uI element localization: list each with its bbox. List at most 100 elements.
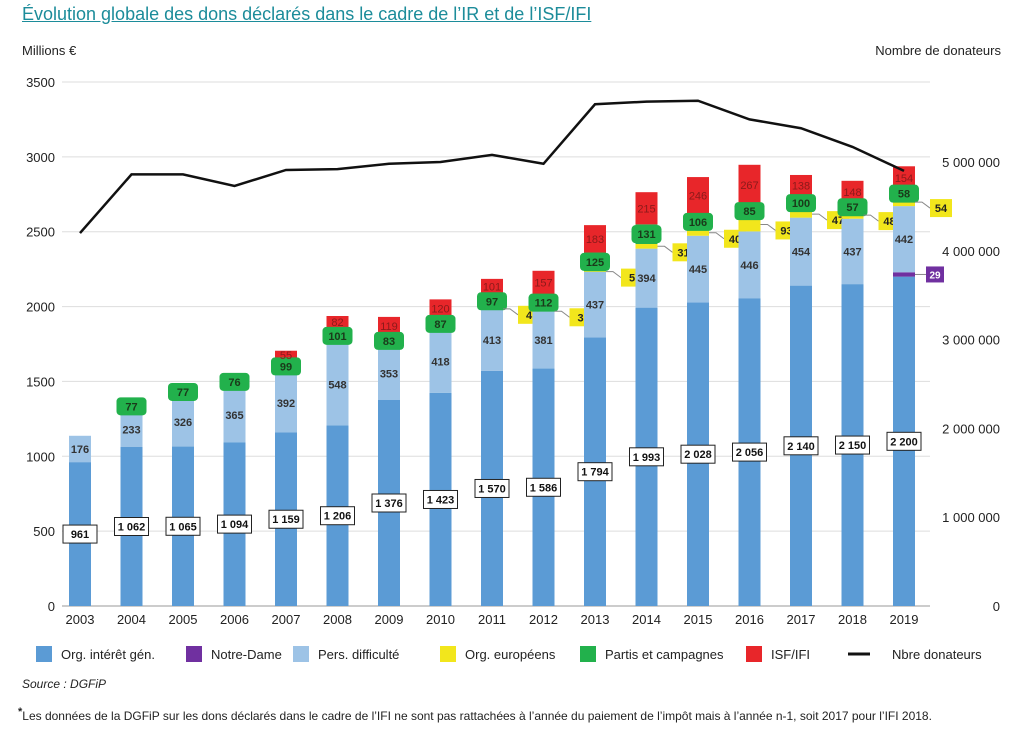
data-label: 326 xyxy=(174,417,192,429)
data-label: 125 xyxy=(586,257,604,269)
data-label-box xyxy=(271,357,301,376)
legend-label: ISF/IFI xyxy=(771,647,810,662)
y2-tick-label: 2 000 000 xyxy=(942,421,1000,436)
x-tick-label: 2003 xyxy=(66,612,95,627)
data-label-box xyxy=(680,444,716,464)
bar-segment xyxy=(738,217,761,232)
data-label: 176 xyxy=(71,444,89,456)
data-label: 76 xyxy=(228,377,240,389)
data-label: 85 xyxy=(743,206,755,218)
data-label-box xyxy=(268,509,304,529)
legend-label: Partis et campagnes xyxy=(605,647,724,662)
legend-label: Nbre donateurs xyxy=(892,647,982,662)
data-label: 101 xyxy=(483,281,501,293)
data-label-box xyxy=(474,478,510,498)
data-label-box xyxy=(425,314,456,333)
data-label: 1 993 xyxy=(633,452,661,464)
label-connector xyxy=(606,271,622,279)
bar-segment xyxy=(893,206,915,273)
y-tick-label: 3500 xyxy=(26,75,55,90)
data-label-box xyxy=(683,212,713,231)
bar-segment xyxy=(584,271,606,338)
legend-swatch xyxy=(580,646,596,662)
data-label: 394 xyxy=(637,273,656,285)
data-label: 215 xyxy=(637,203,655,215)
label-connector xyxy=(657,245,673,253)
data-label: 2 200 xyxy=(890,436,918,448)
y2-tick-label: 5 000 000 xyxy=(942,155,1000,170)
data-label: 120 xyxy=(431,303,449,315)
data-label-box xyxy=(114,517,149,537)
data-label: 154 xyxy=(895,173,913,185)
x-tick-label: 2004 xyxy=(117,612,146,627)
data-label: 961 xyxy=(71,529,89,541)
bar-segment xyxy=(275,373,297,433)
data-label-box xyxy=(423,489,458,509)
data-label: 138 xyxy=(792,180,810,192)
data-label: 445 xyxy=(689,264,707,276)
source-note: Source : DGFiP xyxy=(22,677,107,691)
data-label-box xyxy=(165,516,201,536)
data-label: 1 794 xyxy=(581,467,609,479)
bar-segment xyxy=(841,180,864,203)
data-label: 87 xyxy=(434,319,446,331)
x-tick-label: 2016 xyxy=(735,612,764,627)
footnote: *Les données de la DGFiP sur les dons dé… xyxy=(18,706,932,723)
bar-segment xyxy=(635,243,658,249)
y-axis-label: Millions € xyxy=(22,43,77,58)
data-label: 97 xyxy=(486,296,498,308)
data-label: 1 376 xyxy=(375,498,403,510)
data-label: 4 xyxy=(526,310,533,322)
data-label: 106 xyxy=(689,217,707,229)
data-label: 47 xyxy=(832,215,844,227)
bar-segment xyxy=(120,412,143,448)
data-label: 1 094 xyxy=(221,519,249,531)
data-label: 101 xyxy=(328,331,346,343)
data-label: 57 xyxy=(846,202,858,214)
data-label-box xyxy=(374,331,404,350)
bar-segment xyxy=(481,309,503,371)
data-label: 55 xyxy=(280,350,292,362)
data-label-box xyxy=(62,524,98,544)
x-tick-label: 2017 xyxy=(787,612,816,627)
data-label: 2 140 xyxy=(787,441,815,453)
data-label: 48 xyxy=(883,216,895,228)
bar-segment xyxy=(326,343,349,426)
data-label: 99 xyxy=(280,361,292,373)
data-label-box xyxy=(734,202,765,221)
data-label: 183 xyxy=(586,234,604,246)
y2-tick-label: 4 000 000 xyxy=(942,244,1000,259)
data-label: 131 xyxy=(637,229,655,241)
data-label: 233 xyxy=(122,425,140,437)
y-tick-label: 1500 xyxy=(26,374,55,389)
data-label: 2 028 xyxy=(684,449,712,461)
bar-segment xyxy=(378,347,400,400)
bar-segment xyxy=(429,330,452,393)
bar-segment xyxy=(635,192,658,225)
data-label: 77 xyxy=(125,401,137,413)
legend-label: Pers. difficulté xyxy=(318,647,399,662)
data-label: 365 xyxy=(225,410,243,422)
data-label-box xyxy=(116,397,147,416)
bar-segment xyxy=(584,225,606,253)
y-tick-label: 2500 xyxy=(26,225,55,240)
data-label: 437 xyxy=(586,300,604,312)
y-tick-label: 0 xyxy=(48,599,55,614)
data-label-box xyxy=(889,184,919,203)
data-label: 454 xyxy=(792,247,811,259)
data-label: 157 xyxy=(534,278,552,290)
data-label-box xyxy=(732,442,767,462)
y-tick-label: 2000 xyxy=(26,300,55,315)
data-label: 93 xyxy=(780,225,792,237)
data-label: 392 xyxy=(277,398,295,410)
data-label: 267 xyxy=(740,180,758,192)
bar-segment xyxy=(429,299,452,318)
data-label-box xyxy=(631,225,662,244)
data-label: 548 xyxy=(328,379,346,391)
bar-segment xyxy=(378,316,400,335)
data-label: 437 xyxy=(843,246,861,258)
bar-segment xyxy=(69,435,91,463)
bar-segment xyxy=(790,210,812,218)
x-tick-label: 2007 xyxy=(272,612,301,627)
